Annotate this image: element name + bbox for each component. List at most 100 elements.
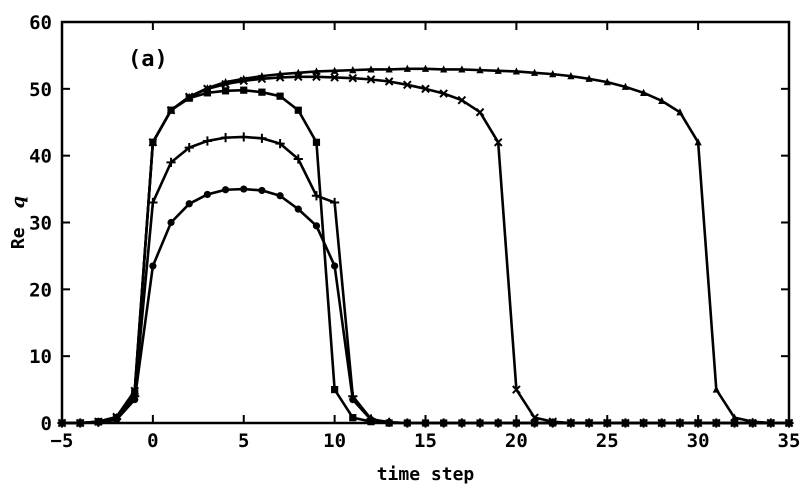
data-point	[257, 133, 267, 143]
x-tick-label: 10	[323, 430, 346, 452]
data-point	[185, 92, 193, 100]
panel-label: (a)	[128, 47, 168, 72]
data-point	[131, 386, 139, 395]
data-point	[693, 418, 703, 428]
y-tick-label: 40	[29, 146, 52, 168]
y-axis-label: Re q	[8, 196, 29, 249]
data-point	[221, 87, 230, 95]
y-tick-label: 10	[29, 346, 52, 368]
x-tick-label: 30	[687, 430, 710, 452]
y-tick-label: 20	[29, 279, 52, 301]
data-point	[530, 68, 539, 76]
series-line	[62, 75, 789, 425]
data-point	[602, 418, 612, 428]
data-point	[294, 68, 302, 76]
data-point	[203, 84, 211, 92]
data-point	[185, 200, 193, 208]
data-point	[458, 65, 466, 73]
data-point	[240, 185, 248, 193]
data-point	[293, 154, 303, 164]
data-point	[275, 139, 285, 149]
data-point	[749, 417, 757, 425]
series-line	[62, 88, 789, 425]
y-tick-label: 30	[29, 213, 52, 235]
data-point	[58, 418, 66, 427]
data-point	[658, 96, 666, 104]
data-point	[440, 65, 448, 73]
data-point	[240, 74, 248, 82]
x-tick-label: 0	[147, 430, 158, 452]
data-point	[421, 419, 430, 427]
data-point	[258, 88, 266, 96]
data-point	[312, 67, 321, 75]
data-point	[566, 418, 576, 428]
data-point	[421, 84, 430, 94]
data-point	[421, 64, 430, 72]
data-point	[494, 66, 502, 74]
y-tick-label: 0	[41, 413, 52, 435]
x-tick-label: 20	[505, 430, 528, 452]
data-point	[785, 418, 793, 427]
data-point	[330, 197, 340, 208]
data-point	[621, 418, 630, 428]
data-point	[440, 419, 448, 427]
data-point	[640, 88, 648, 96]
data-point	[294, 205, 302, 213]
data-point	[476, 66, 484, 74]
data-point	[512, 419, 520, 427]
data-point	[221, 186, 230, 194]
data-point	[258, 72, 266, 80]
data-point	[639, 418, 648, 428]
data-point	[439, 89, 448, 98]
series-line	[62, 135, 789, 425]
data-point	[312, 222, 321, 230]
data-point	[767, 418, 775, 427]
data-point	[367, 65, 375, 73]
data-point	[349, 414, 357, 422]
data-point	[331, 66, 339, 74]
series-2	[57, 132, 794, 428]
data-point	[203, 89, 211, 97]
x-tick-label: 15	[414, 430, 437, 452]
data-point	[330, 73, 339, 82]
data-point	[202, 136, 212, 146]
data-point	[240, 86, 248, 94]
data-point	[548, 417, 558, 426]
series-1	[58, 185, 793, 427]
data-point	[584, 418, 594, 428]
data-point	[348, 391, 358, 401]
data-point	[384, 77, 394, 86]
data-point	[367, 418, 375, 426]
data-point	[530, 413, 539, 422]
data-point	[149, 262, 157, 270]
series-3	[58, 86, 793, 427]
data-point	[239, 132, 249, 142]
data-point	[675, 418, 685, 428]
data-point	[657, 418, 667, 428]
data-point	[730, 413, 739, 421]
y-tick-label: 50	[29, 79, 52, 101]
x-tick-label: −5	[51, 430, 74, 452]
x-tick-label: 35	[778, 430, 801, 452]
data-point	[184, 143, 194, 153]
data-point	[312, 138, 321, 146]
data-point	[366, 75, 376, 84]
data-point	[458, 419, 466, 427]
data-point	[203, 190, 211, 199]
data-point	[112, 412, 121, 421]
data-point	[494, 419, 502, 427]
data-point	[712, 385, 720, 393]
data-point	[403, 80, 412, 90]
data-point	[476, 419, 484, 427]
data-point	[403, 64, 411, 72]
data-point	[512, 67, 520, 75]
y-axis-label-symbol: q	[8, 196, 29, 209]
data-point	[258, 186, 266, 195]
data-point	[331, 262, 339, 270]
data-point	[475, 107, 485, 117]
series-line	[62, 67, 789, 425]
data-point	[621, 82, 630, 90]
series-4	[57, 72, 794, 428]
